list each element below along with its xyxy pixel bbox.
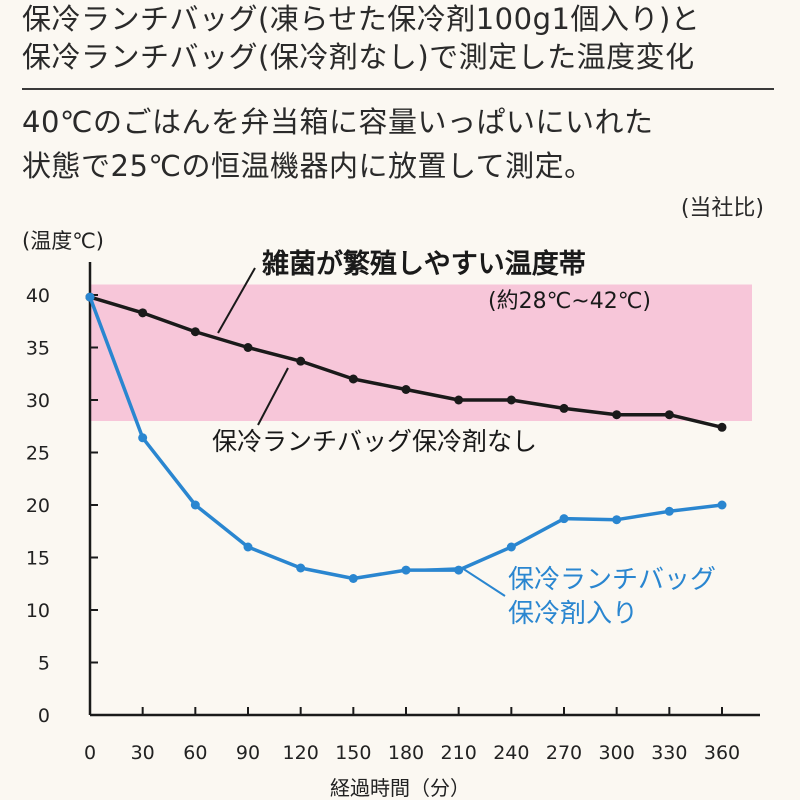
data-point-with-ice — [506, 542, 516, 552]
y-tick-label: 30 — [26, 390, 50, 412]
description-line-1: 40℃のごはんを弁当箱に容量いっぱいにいれた — [22, 105, 654, 139]
title-divider — [22, 88, 774, 90]
data-point-with-ice — [612, 515, 622, 525]
data-point-with-ice — [190, 500, 200, 510]
data-point-no-ice — [138, 308, 148, 318]
data-point-no-ice — [296, 356, 306, 366]
series-no-ice-leader — [257, 367, 289, 426]
data-point-no-ice — [506, 395, 516, 405]
y-axis-label: (温度℃) — [22, 229, 104, 253]
y-tick-label: 25 — [26, 443, 50, 465]
data-point-no-ice — [559, 403, 569, 413]
y-tick-label: 15 — [26, 548, 50, 570]
x-tick-label: 180 — [388, 742, 424, 764]
x-tick-label: 0 — [84, 742, 96, 764]
chart-title: 保冷ランチバッグ(凍らせた保冷剤100g1個入り)と 保冷ランチバッグ(保冷剤な… — [22, 0, 792, 76]
y-tick-label: 10 — [26, 600, 50, 622]
x-axis-label: 経過時間（分） — [330, 776, 470, 800]
x-tick-label: 90 — [236, 742, 260, 764]
y-tick-label: 40 — [26, 285, 50, 307]
x-tick-label: 120 — [283, 742, 319, 764]
data-point-no-ice — [243, 343, 253, 352]
chart-axes — [88, 262, 760, 717]
y-tick-label: 5 — [38, 653, 50, 675]
data-point-with-ice — [85, 292, 95, 302]
data-point-no-ice — [348, 374, 358, 384]
series-label-with-ice-line2: 保冷剤入り — [508, 599, 638, 629]
axis-ticks: 0 5 10 15 20 25 30 35 40 0 30 60 90 120 150 180 210 240 27… — [26, 285, 740, 764]
data-point-with-ice — [296, 563, 306, 573]
data-point-no-ice — [401, 385, 411, 394]
x-tick-label: 270 — [546, 742, 582, 764]
title-line-1: 保冷ランチバッグ(凍らせた保冷剤100g1個入り)と — [22, 2, 701, 36]
x-tick-label: 30 — [131, 742, 155, 764]
data-point-no-ice — [717, 422, 727, 432]
series-with-ice-leader — [411, 566, 506, 597]
data-point-no-ice — [612, 410, 622, 420]
band-sublabel: (約28℃~42℃) — [488, 289, 651, 314]
series-label-no-ice: 保冷ランチバッグ保冷剤なし — [212, 427, 537, 456]
x-tick-label: 300 — [599, 742, 635, 764]
band-label-leader — [217, 267, 256, 334]
description-line-2: 状態で25℃の恒温機器内に放置して測定。 — [22, 149, 594, 183]
x-tick-label: 210 — [441, 742, 477, 764]
x-tick-label: 240 — [493, 742, 529, 764]
bacteria-temperature-band — [90, 284, 752, 421]
series-label-with-ice-line1: 保冷ランチバッグ — [508, 565, 716, 595]
data-point-no-ice — [664, 410, 674, 420]
x-tick-label: 330 — [651, 742, 687, 764]
title-line-2: 保冷ランチバッグ(保冷剤なし)で測定した温度変化 — [22, 40, 695, 74]
chart-description: 40℃のごはんを弁当箱に容量いっぱいにいれた 状態で25℃の恒温機器内に放置して… — [22, 100, 792, 188]
data-point-no-ice — [454, 395, 464, 405]
band-label: 雑菌が繁殖しやすい温度帯 — [261, 248, 586, 280]
data-point-with-ice — [717, 500, 727, 510]
chart-series — [85, 292, 727, 583]
data-point-with-ice — [138, 433, 148, 443]
data-point-with-ice — [401, 565, 411, 575]
data-point-with-ice — [243, 542, 253, 552]
x-tick-label: 60 — [183, 742, 207, 764]
data-point-with-ice — [559, 514, 569, 524]
y-tick-label: 35 — [26, 338, 50, 360]
x-tick-label: 360 — [704, 742, 740, 764]
y-tick-label: 0 — [38, 705, 50, 727]
comparison-note: (当社比) — [680, 196, 764, 221]
x-tick-label: 150 — [335, 742, 371, 764]
chart-annotations: (温度℃) 経過時間（分） 雑菌が繁殖しやすい温度帯 (約28℃~42℃) 保冷ランチバ… — [22, 229, 716, 800]
data-point-with-ice — [664, 506, 674, 516]
data-point-no-ice — [190, 327, 200, 337]
data-point-with-ice — [348, 574, 358, 583]
y-tick-label: 20 — [26, 495, 50, 517]
data-point-with-ice — [454, 565, 464, 575]
